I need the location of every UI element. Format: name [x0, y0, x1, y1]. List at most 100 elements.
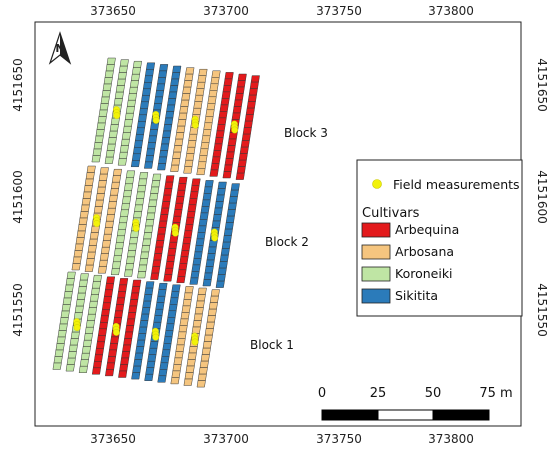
- tree-cell: [220, 248, 230, 256]
- tree-cell: [154, 308, 164, 316]
- tree-cell: [197, 287, 207, 295]
- tree-cell: [197, 75, 207, 83]
- tree-cell: [189, 277, 199, 285]
- tree-cell: [204, 116, 214, 124]
- tree-cell: [224, 72, 234, 80]
- legend-swatch-sikitita: [361, 288, 391, 304]
- tree-cell: [75, 299, 85, 307]
- tree-cell: [250, 75, 260, 83]
- tree-cell: [92, 148, 102, 156]
- tree-cell: [197, 225, 207, 233]
- tree-cell: [202, 193, 212, 201]
- tree-cell: [170, 78, 180, 86]
- tree-cell: [162, 130, 172, 138]
- tree-cell: [173, 209, 183, 217]
- tree-row-sikitita: [215, 183, 240, 288]
- tree-cell: [188, 198, 198, 206]
- field-measurement-point: [132, 224, 140, 232]
- tree-cell: [199, 212, 209, 220]
- tree-cell: [64, 284, 74, 292]
- tree-cell: [85, 172, 95, 180]
- tree-cell: [208, 240, 218, 248]
- tree-cell: [185, 153, 195, 161]
- tree-cell: [79, 359, 89, 367]
- tree-cell: [148, 199, 158, 207]
- tree-cell: [188, 346, 198, 354]
- tree-row-arbosana: [196, 70, 221, 176]
- tree-cell: [208, 90, 218, 98]
- tree-cell: [91, 281, 101, 289]
- tree-cell: [189, 191, 199, 199]
- tree-cell: [236, 166, 246, 174]
- tree-cell: [186, 359, 196, 367]
- tree-cell: [115, 235, 125, 243]
- tree-cell: [200, 142, 210, 150]
- tree-cell: [139, 258, 149, 266]
- tree-cell: [147, 354, 157, 362]
- tree-cell: [105, 214, 115, 222]
- tree-cell: [84, 178, 94, 186]
- tree-cell: [127, 93, 137, 101]
- x-tick-label: 373800: [428, 4, 474, 18]
- tree-cell: [179, 256, 189, 264]
- legend-item-label: Koroneiki: [395, 266, 453, 281]
- tree-cell: [164, 330, 174, 338]
- field-measurement-point: [152, 333, 160, 341]
- tree-cell: [122, 196, 132, 204]
- tree-cell: [238, 153, 248, 161]
- tree-cell: [98, 109, 108, 117]
- tree-row-koroneiki: [117, 60, 142, 166]
- tree-cell: [109, 124, 119, 132]
- tree-cell: [233, 99, 243, 107]
- tree-row-sikitita: [189, 180, 214, 285]
- tree-cell: [202, 129, 212, 137]
- field-measurement-marker-icon: [372, 179, 382, 189]
- tree-cell: [241, 133, 251, 141]
- tree-cell: [124, 112, 134, 120]
- tree-cell: [246, 101, 256, 109]
- tree-cell: [155, 90, 165, 98]
- x-ticks-bottom: 373650 373700 373750 373800: [90, 432, 474, 446]
- tree-cell: [96, 122, 106, 130]
- block-label-2: Block 2: [265, 235, 309, 249]
- tree-cell: [138, 178, 148, 186]
- tree-cell: [174, 351, 184, 359]
- tree-cell: [244, 114, 254, 122]
- tree-cell: [176, 338, 186, 346]
- tree-cell: [113, 248, 123, 256]
- tree-cell: [146, 62, 156, 70]
- tree-cell: [185, 365, 195, 373]
- tree-cell: [87, 307, 97, 315]
- x-ticks-top: 373650 373700 373750 373800: [90, 4, 474, 18]
- tree-row-koroneiki: [91, 57, 116, 163]
- tree-cell: [222, 171, 232, 179]
- tree-cell: [192, 258, 202, 266]
- x-tick-label: 373700: [203, 4, 249, 18]
- scale-label: 50: [425, 386, 442, 401]
- tree-cell: [198, 68, 208, 76]
- tree-cell: [182, 86, 192, 94]
- tree-cell: [137, 271, 147, 279]
- tree-cell: [118, 370, 128, 378]
- tree-cell: [160, 143, 170, 151]
- tree-cell: [177, 119, 187, 127]
- tree-cell: [82, 191, 92, 199]
- tree-cell: [242, 127, 252, 135]
- tree-cell: [102, 302, 112, 310]
- tree-cell: [214, 201, 224, 209]
- tree-cell: [140, 251, 150, 259]
- tree-cell: [209, 169, 219, 177]
- y-tick-label: 4151550: [11, 283, 25, 336]
- tree-cell: [195, 238, 205, 246]
- tree-cell: [128, 243, 138, 251]
- tree-cell: [226, 145, 236, 153]
- tree-cell: [138, 108, 149, 116]
- tree-row-koroneiki: [78, 274, 102, 373]
- tree-cell: [131, 372, 141, 380]
- tree-cell: [96, 335, 106, 343]
- tree-cell: [132, 147, 142, 155]
- tree-cell: [94, 199, 104, 207]
- tree-cell: [90, 225, 100, 233]
- tree-cell: [152, 173, 162, 181]
- tree-cell: [119, 209, 130, 217]
